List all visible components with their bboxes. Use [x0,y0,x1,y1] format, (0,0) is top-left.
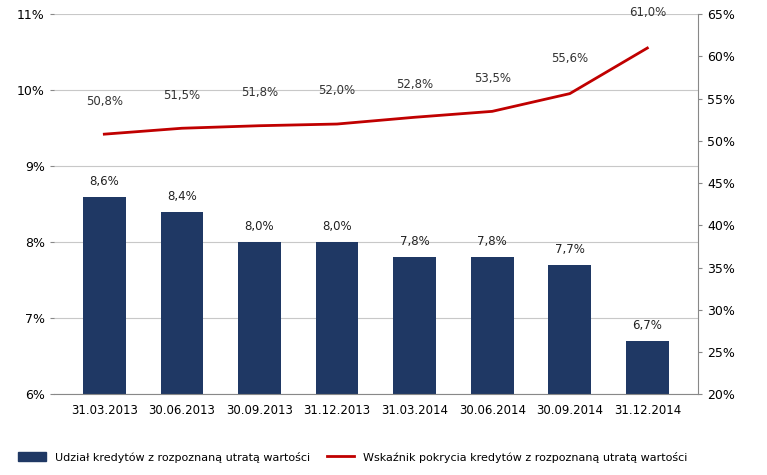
Text: 8,6%: 8,6% [90,174,119,188]
Text: 52,8%: 52,8% [396,78,433,91]
Bar [548,265,591,475]
Bar [160,212,203,475]
Legend: Udział kredytów z rozpoznaną utratą wartości, Wskaźnik pokrycia kredytów z rozpo: Udział kredytów z rozpoznaną utratą wart… [14,447,692,467]
Text: 6,7%: 6,7% [633,319,662,332]
Bar [316,242,358,475]
Text: 55,6%: 55,6% [551,52,588,65]
Text: 8,0%: 8,0% [245,220,275,233]
Text: 52,0%: 52,0% [318,85,356,97]
Bar [393,257,436,475]
Bar [626,341,669,475]
Bar [83,197,126,475]
Text: 53,5%: 53,5% [474,72,511,85]
Text: 61,0%: 61,0% [629,6,666,19]
Text: 7,8%: 7,8% [400,235,430,248]
Text: 7,7%: 7,7% [555,243,584,256]
Text: 8,0%: 8,0% [322,220,352,233]
Text: 7,8%: 7,8% [477,235,507,248]
Bar [238,242,281,475]
Text: 8,4%: 8,4% [167,190,197,203]
Text: 51,5%: 51,5% [163,89,200,102]
Bar [471,257,514,475]
Text: 50,8%: 50,8% [86,95,123,107]
Text: 51,8%: 51,8% [241,86,278,99]
